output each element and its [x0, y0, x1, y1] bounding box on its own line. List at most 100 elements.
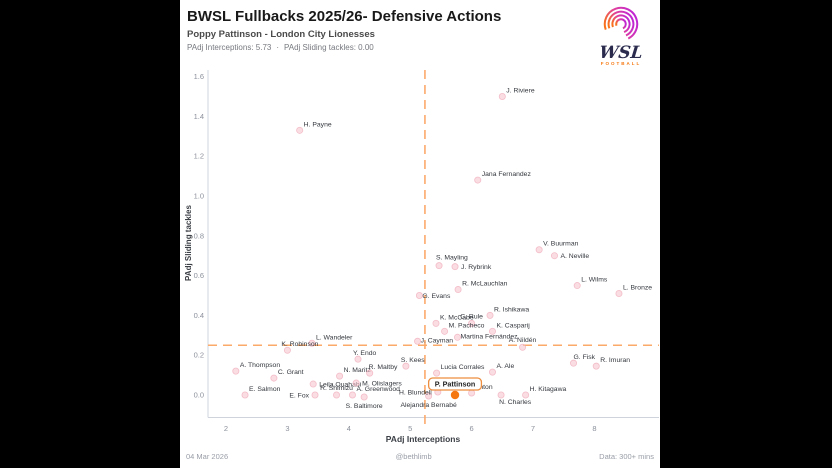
data-point [415, 291, 423, 299]
scatter-chart: 2 3 4 5 6 7 8 0.0 0.2 0.4 0.6 0.8 1.0 1.2 1.4 1.6 PAdj I… [184, 70, 659, 444]
highlight-point [450, 390, 460, 400]
point-label: M. Pacheco [449, 322, 485, 329]
data-point [336, 372, 344, 380]
y-tick-label: 1.4 [194, 112, 204, 121]
stat-interceptions: PAdj Interceptions: 5.73 [187, 43, 272, 52]
footer-date: 04 Mar 2026 [186, 452, 229, 461]
player-stats-line: PAdj Interceptions: 5.73 · PAdj Sliding ta… [187, 43, 587, 52]
dashboard-panel: 2 3 4 5 6 7 8 0.0 0.2 0.4 0.6 0.8 1.0 1.2 1.4 1.6 PAdj I… [180, 0, 660, 468]
y-tick-label: 1.0 [194, 192, 204, 201]
point-label: R. Imuran [600, 357, 630, 364]
point-label: V. Buurman [543, 241, 578, 248]
chart-subtitle: Poppy Pattinson - London City Lionesses [187, 29, 375, 40]
highlight-label-box [427, 377, 483, 391]
point-label: N. Maritz [344, 367, 372, 374]
point-label: S. Kees [401, 357, 425, 364]
data-point [570, 359, 578, 367]
point-label: Y. Endo [353, 350, 377, 357]
chart-header: BWSL Fullbacks 2025/26- Defensive Action… [187, 8, 587, 52]
point-label: A. Ale [496, 363, 514, 370]
point-label: H. Blundell [399, 390, 432, 397]
point-label: R. McLauchlan [462, 281, 508, 288]
x-tick-label: 5 [408, 424, 412, 433]
data-point [573, 282, 581, 290]
footer-data-note: Data: 300+ mins [599, 452, 654, 461]
x-axis-title: PAdj Interceptions [386, 434, 461, 444]
data-point [311, 391, 319, 399]
point-label: R. Shimizu [320, 385, 353, 392]
point-label: G. Evans [422, 293, 451, 300]
data-point [232, 367, 240, 375]
data-point [498, 93, 506, 101]
point-label: K. Robinson [281, 341, 318, 348]
data-point [468, 389, 476, 397]
point-label: A. Greenwood [356, 386, 400, 393]
point-label: Alejandra Bernabé [400, 402, 457, 409]
data-point [360, 393, 368, 401]
point-label: S. Mayling [436, 255, 468, 262]
data-point [296, 126, 304, 134]
wsl-football-label: FOOTBALL [600, 61, 642, 66]
point-label: K. McCabe [440, 314, 474, 321]
data-point [241, 391, 249, 399]
wsl-football-logo: WSL FOOTBALL [588, 4, 654, 66]
point-label: L. Wilms [581, 277, 608, 284]
data-point [432, 319, 440, 327]
y-tick-label: 0.8 [194, 231, 204, 240]
y-axis-title: PAdj Sliding tackles [184, 205, 193, 281]
point-label: L. Bronze [623, 285, 652, 292]
point-label: G. Fisk [574, 354, 596, 361]
data-point [497, 391, 505, 399]
y-tick-label: 1.6 [194, 72, 204, 81]
point-label: R. Maltby [369, 364, 398, 371]
point-label: R. Ishikawa [494, 306, 529, 313]
data-point [435, 262, 443, 270]
highlight-label: P. Pattinson [435, 380, 476, 389]
data-point [454, 286, 462, 294]
data-point [354, 355, 362, 363]
data-point [474, 176, 482, 184]
y-tick-label: 0.4 [194, 311, 204, 320]
data-point [333, 391, 341, 399]
footer-handle: @bethlimb [395, 452, 432, 461]
data-point [486, 311, 494, 319]
data-point [308, 339, 316, 347]
data-point [441, 327, 449, 335]
data-point [468, 319, 476, 327]
data-point [283, 346, 291, 354]
stat-sliding-tackles: PAdj Sliding tackles: 0.00 [284, 43, 374, 52]
point-label: E. Salmon [249, 386, 281, 393]
point-label: S. Baltimore [346, 403, 383, 410]
data-point [425, 392, 433, 400]
point-label: C. Grant [278, 369, 304, 376]
point-label: J. Rybrink [461, 264, 492, 271]
data-point [488, 327, 496, 335]
wsl-logo-swirl-icon [603, 6, 639, 42]
data-point [592, 362, 600, 370]
data-point [488, 368, 496, 376]
point-label: Lucia Corrales [441, 364, 485, 371]
data-point [522, 391, 530, 399]
x-tick-label: 8 [592, 424, 596, 433]
data-point [615, 290, 623, 298]
x-tick-label: 6 [470, 424, 474, 433]
data-point [352, 379, 360, 387]
data-point [451, 263, 459, 271]
point-label: J. Riviere [506, 88, 535, 95]
point-label: A. Nildén [509, 337, 537, 344]
data-point [270, 374, 278, 382]
point-label: L. Wandeler [316, 334, 353, 341]
data-point [519, 343, 527, 351]
data-point [433, 369, 441, 377]
point-label: K. Casparij [496, 322, 530, 329]
y-tick-label: 0.6 [194, 271, 204, 280]
x-tick-label: 3 [285, 424, 289, 433]
wsl-wordmark: WSL [598, 43, 644, 63]
y-tick-label: 0.2 [194, 351, 204, 360]
point-label: H. Kitagawa [530, 386, 567, 393]
data-point [535, 246, 543, 254]
point-label: A. Thompson [240, 362, 281, 369]
point-label: A. Neville [560, 253, 589, 260]
point-label: Martina Fernández [460, 333, 518, 340]
